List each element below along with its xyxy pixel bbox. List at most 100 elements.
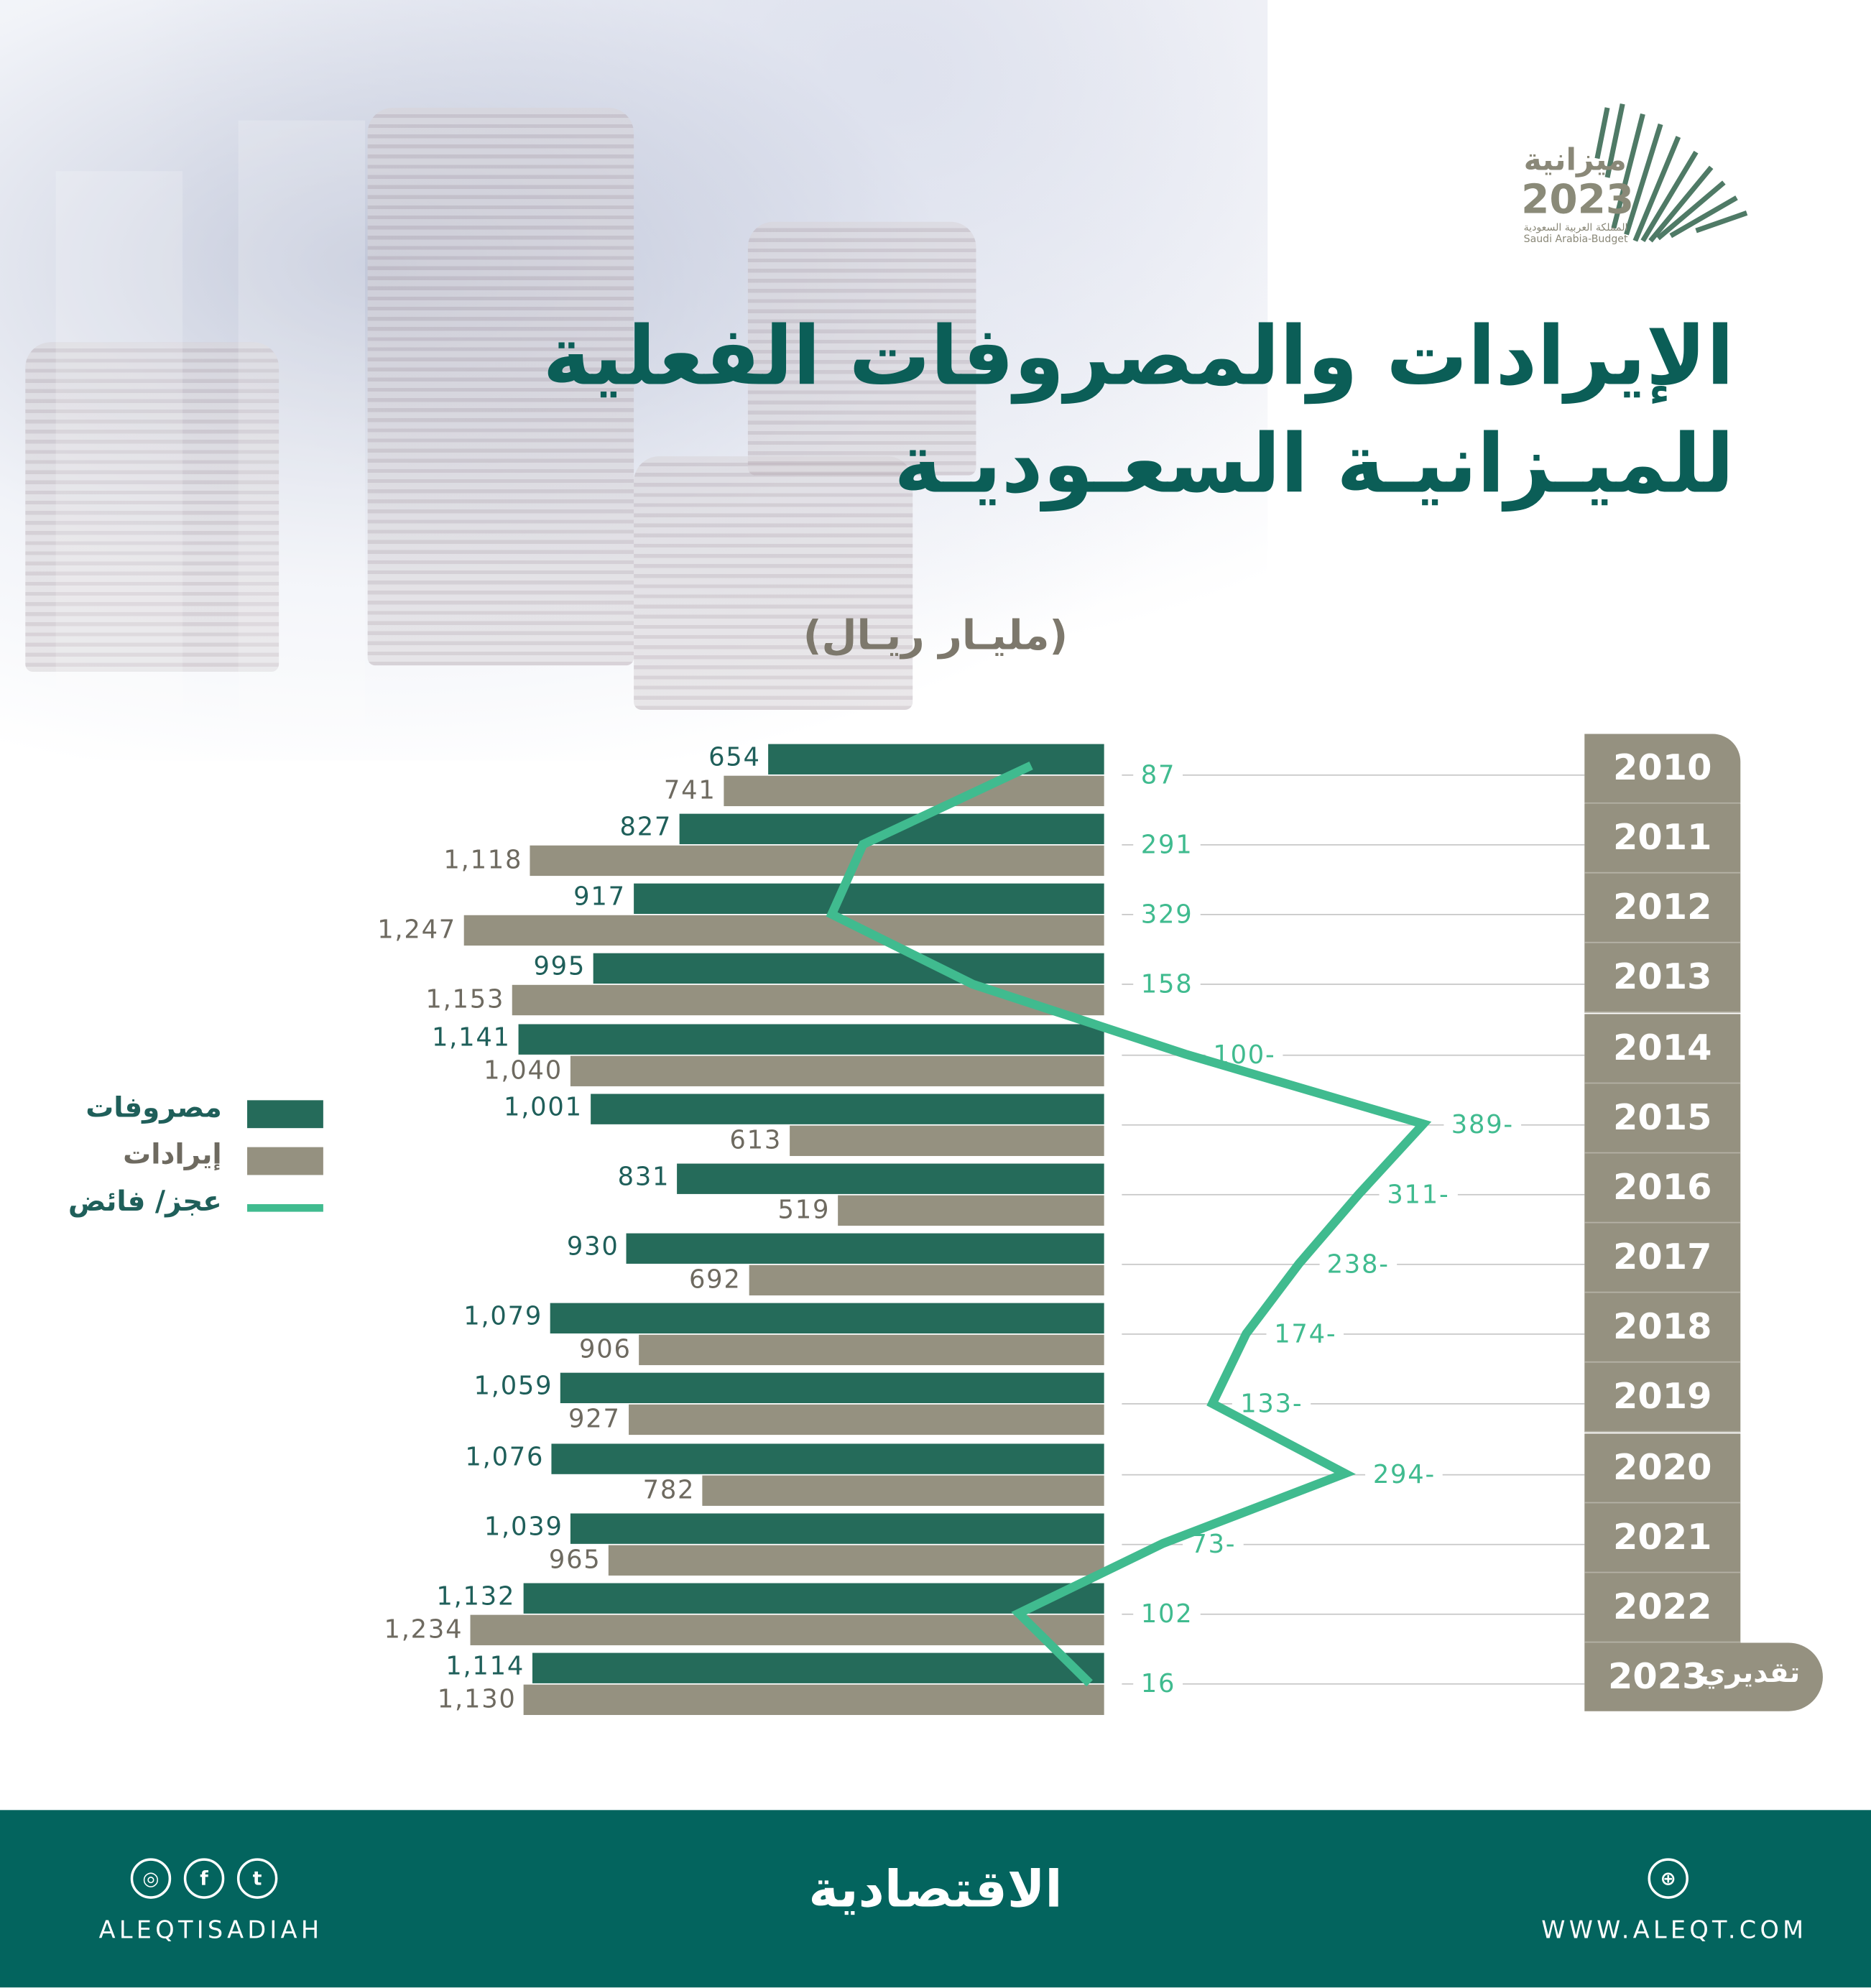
legend-label: إيرادات [123, 1139, 222, 1172]
title-line-1: الإيرادات والمصروفات الفعلية [542, 310, 1734, 404]
legend-item: إيرادات [76, 1139, 323, 1183]
revenue-label: 1,247 [377, 914, 457, 945]
unit-label: (مليـار ريـال) [803, 611, 1068, 660]
expense-label: 917 [573, 881, 626, 912]
instagram-icon[interactable]: ◎ [130, 1858, 172, 1899]
expense-bar [570, 1512, 1104, 1544]
year-label: 2011 [1584, 803, 1741, 874]
footer: ◎ f t ALEQTISADIAH الاقتصادية ⊕ WWW.ALEQ… [0, 1810, 1871, 1988]
expense-label: 995 [533, 951, 586, 982]
expense-bar [560, 1373, 1104, 1404]
year-label: 2020 [1584, 1433, 1741, 1503]
social-handle[interactable]: ALEQTISADIAH [98, 1916, 323, 1945]
expense-label: 1,079 [463, 1300, 543, 1331]
revenue-bar [512, 985, 1104, 1016]
expense-bar [518, 1023, 1104, 1055]
year-label: 2016 [1584, 1153, 1741, 1224]
revenue-bar [530, 845, 1104, 877]
twitter-icon[interactable]: t [236, 1858, 278, 1899]
revenue-label: 1,130 [437, 1683, 517, 1714]
year-label: 2013 [1584, 943, 1741, 1014]
grid-line [1122, 1193, 1585, 1196]
year-label: 2023 [1607, 1655, 1707, 1698]
expense-bar [768, 744, 1104, 775]
balance-label: 389- [1443, 1109, 1522, 1139]
revenue-bar [702, 1474, 1104, 1506]
balance-label: 311- [1379, 1178, 1458, 1209]
balance-label: 102 [1133, 1598, 1201, 1629]
legend-item: مصروفات [76, 1093, 323, 1136]
legend-label: مصروفات [86, 1092, 222, 1124]
grid-line [1122, 774, 1585, 776]
grid-line [1122, 1403, 1585, 1405]
year-label: 2015 [1584, 1083, 1741, 1154]
year-label-estimate: 2023 تقديري [1584, 1642, 1823, 1711]
expense-label: 1,059 [473, 1370, 553, 1402]
revenue-label: 906 [579, 1333, 632, 1364]
year-label: 2010 [1584, 734, 1741, 804]
year-label: 2022 [1584, 1573, 1741, 1643]
expense-bar [522, 1583, 1104, 1614]
balance-label: 16 [1133, 1668, 1183, 1698]
year-label: 2019 [1584, 1363, 1741, 1433]
balance-label: 73- [1183, 1528, 1244, 1559]
balance-label: 87 [1133, 759, 1183, 790]
logo-rays-icon [1594, 103, 1748, 243]
budget-2023-logo: ميزانية 2023 المملكة العربية السعودية Sa… [1519, 101, 1760, 247]
revenue-bar [470, 1614, 1104, 1645]
expense-bar [677, 1163, 1104, 1194]
revenue-label: 519 [777, 1193, 831, 1225]
brand-logo: الاقتصادية [808, 1860, 1063, 1920]
legend-swatch [247, 1204, 323, 1212]
revenue-label: 927 [568, 1403, 621, 1434]
revenue-bar [639, 1335, 1104, 1366]
expense-bar [627, 1233, 1104, 1265]
expense-bar [633, 884, 1104, 915]
revenue-label: 613 [729, 1124, 782, 1155]
grid-line [1122, 1054, 1585, 1055]
year-label: 2014 [1584, 1013, 1741, 1083]
balance-label: 174- [1266, 1318, 1344, 1349]
legend-swatch [247, 1100, 323, 1129]
revenue-label: 1,118 [443, 844, 523, 875]
revenue-bar [463, 915, 1104, 946]
balance-label: 291 [1133, 829, 1201, 860]
expense-label: 930 [566, 1231, 619, 1262]
revenue-bar [749, 1265, 1104, 1296]
balance-label: 133- [1232, 1388, 1311, 1419]
facebook-icon[interactable]: f [183, 1858, 225, 1899]
legend-swatch [247, 1147, 323, 1175]
website-link[interactable]: WWW.ALEQT.COM [1541, 1916, 1808, 1945]
balance-label: 158 [1133, 968, 1201, 999]
revenue-label: 782 [642, 1473, 696, 1504]
expense-label: 1,141 [431, 1021, 511, 1052]
revenue-label: 1,234 [384, 1613, 463, 1644]
year-label: 2018 [1584, 1293, 1741, 1363]
coins-background [0, 0, 1268, 761]
legend-label: عجز/ فائض [68, 1186, 222, 1219]
revenue-bar [837, 1195, 1104, 1226]
legend-item: عجز/ فائض [68, 1186, 323, 1229]
expense-label: 1,114 [445, 1650, 525, 1681]
year-label: 2017 [1584, 1223, 1741, 1293]
estimate-label: تقديري [1699, 1658, 1801, 1690]
grid-line [1122, 1683, 1585, 1685]
expense-label: 1,076 [465, 1441, 545, 1471]
revenue-label: 692 [688, 1264, 742, 1295]
title-line-2: للميـزانيـة السعـوديـة [894, 418, 1734, 512]
balance-label: 238- [1319, 1248, 1398, 1280]
year-label: 2021 [1584, 1502, 1741, 1573]
revenue-bar [724, 775, 1104, 807]
grid-line [1122, 1333, 1585, 1336]
revenue-label: 1,153 [425, 984, 505, 1015]
expense-label: 1,132 [436, 1580, 516, 1611]
revenue-bar [789, 1125, 1104, 1156]
expense-label: 654 [708, 741, 761, 772]
expense-bar [550, 1303, 1104, 1334]
globe-icon: ⊕ [1648, 1858, 1688, 1899]
revenue-label: 965 [548, 1543, 601, 1574]
revenue-bar [570, 1055, 1104, 1086]
expense-label: 1,039 [484, 1510, 563, 1541]
year-label: 2012 [1584, 874, 1741, 944]
